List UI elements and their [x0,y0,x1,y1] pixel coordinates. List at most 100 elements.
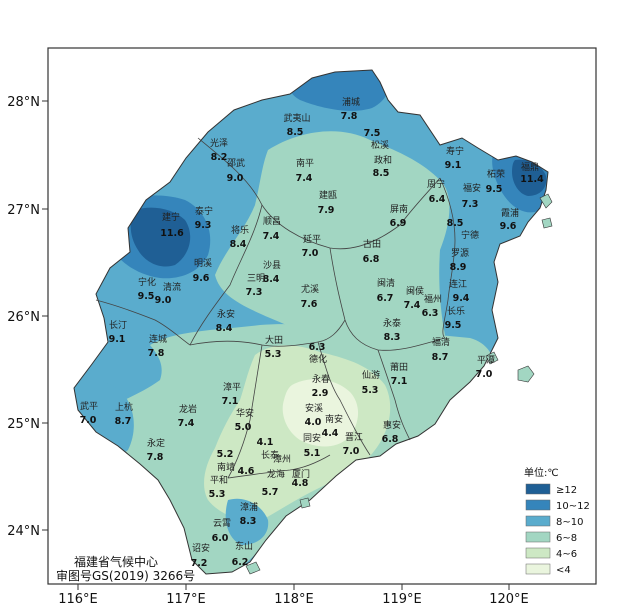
station-longyan: 龙岩 7.4 [178,403,197,429]
station-name: 大田 [265,334,283,346]
station-changtai: 长泰4.1 [257,437,279,461]
station-value: 6.8 [363,254,380,265]
station-value: 4.8 [292,478,309,489]
station-value: 9.0 [155,295,172,306]
station-name: 德化 [309,353,327,365]
station-value: 7.1 [222,396,239,407]
station-name: 平和 [210,475,228,486]
station-value: 11.4 [520,174,544,185]
station-name: 政和 [374,154,392,166]
station-value: 7.2 [191,558,208,569]
station-jiangle: 将乐 8.4 [230,224,249,250]
station-name: 漳州 [273,453,291,465]
legend-item: <4 [525,563,571,576]
station-nanping: 南平 7.4 [296,157,314,184]
station-name: 永泰 [383,317,401,329]
legend-swatch [525,515,551,527]
station-name: 清流 [163,281,181,293]
station-name: 连江 [449,278,467,290]
station-wuping: 武平 7.0 [80,400,98,426]
station-value: 8.5 [287,127,304,138]
station-value: 7.0 [80,415,97,426]
station-value: 7.3 [462,199,479,210]
station-name: 光泽 [210,137,228,149]
station-name: 武夷山 [283,112,310,124]
station-name: 福清 [432,336,450,348]
station-qingliu: 清流 9.0 [155,281,181,306]
station-name: 尤溪 [301,283,319,295]
station-value: 7.6 [301,299,318,310]
station-pucheng: 浦城 7.8 [341,96,360,122]
station-name: 永安 [217,308,235,320]
station-value: 9.6 [500,221,517,232]
station-value: 8.5 [447,218,464,229]
station-value: 6.2 [232,557,249,568]
station-value: 2.9 [312,388,329,399]
station-name: 长汀 [109,319,127,331]
coastal-islands [245,193,553,575]
station-name: 永定 [147,437,165,449]
station-name: 莆田 [390,361,408,373]
station-zherong: 柘荣 9.5 [486,168,505,195]
station-minqing: 闽清 6.7 [377,277,395,304]
station-minhou: 闽侯 7.4 [404,285,424,311]
station-value: 7.0 [302,248,319,259]
station-yongding: 永定 7.8 [147,437,165,463]
station-value: 4.6 [238,466,255,477]
station-shaowu: 邵武 9.0 [227,157,245,184]
station-name: 古田 [363,238,381,250]
station-value: 8.9 [450,262,467,273]
station-name: 同安 [303,432,321,444]
station-name: 屏南 [390,203,408,215]
lon-tick-label: 119°E [382,592,422,607]
station-zhangpu: 漳浦 8.3 [240,501,258,527]
station-value: 6.0 [212,533,229,544]
station-shaxian: 沙县 8.4 [263,260,281,285]
station-putian: 莆田 7.1 [390,361,408,387]
station-value: 9.1 [109,334,126,345]
station-fuan: 福安 7.3 [462,182,481,210]
legend-swatch [525,563,551,575]
lon-tick-label: 118°E [274,592,314,607]
legend-label: ≥12 [556,485,577,496]
station-name: 惠安 [383,419,401,431]
station-value: 7.4 [296,173,313,184]
station-name: 宁德 [461,229,479,241]
credit-approval-number: 审图号GS(2019) 3266号 [56,568,195,583]
station-value: 8.4 [216,323,233,334]
legend-item: 8~10 [525,515,583,528]
station-value: 7.9 [318,205,335,216]
legend-label: <4 [556,565,571,576]
zone-6-8-north [215,131,450,350]
station-value: 6.8 [382,434,399,445]
legend-label: 6~8 [556,533,577,544]
station-shanghang: 上杭 8.7 [115,401,133,427]
station-name: 将乐 [231,224,249,236]
station-value: 9.5 [486,184,503,195]
lon-tick-labels: 116°E 117°E 118°E 119°E 120°E [58,592,529,607]
station-name: 永春 [312,373,330,385]
zone-8-10-southeast [225,498,269,545]
station-name: 平潭 [477,355,495,366]
station-value: 8.3 [240,516,257,527]
station-zhangping: 漳平 7.1 [222,381,241,407]
station-value: 8.3 [384,332,401,343]
station-value: 7.4 [263,231,280,242]
legend: 单位:℃ ≥12 10~12 8~10 6~8 4~6 <4 [524,466,590,576]
station-sanming: 三明 7.3 [246,273,265,298]
station-value: 7.8 [341,111,358,122]
station-name: 仙游 [362,369,380,381]
station-name: 三明 [247,273,265,284]
station-wuyishan: 武夷山 8.5 [283,112,310,138]
lat-tick-label: 28°N [7,95,40,110]
station-luoyuan: 罗源 8.9 [450,248,469,273]
station-yongchun: 永春 2.9 [312,373,330,399]
station-name: 顺昌 [263,216,281,227]
station-value: 6.4 [429,194,446,205]
station-name: 罗源 [451,248,469,259]
station-value: 7.0 [476,369,493,380]
station-value: 5.2 [217,449,234,460]
zone-above-12-northeast [512,159,547,196]
station-dehua: 德化6.3 [309,342,327,365]
station-name: 柘荣 [487,168,505,180]
